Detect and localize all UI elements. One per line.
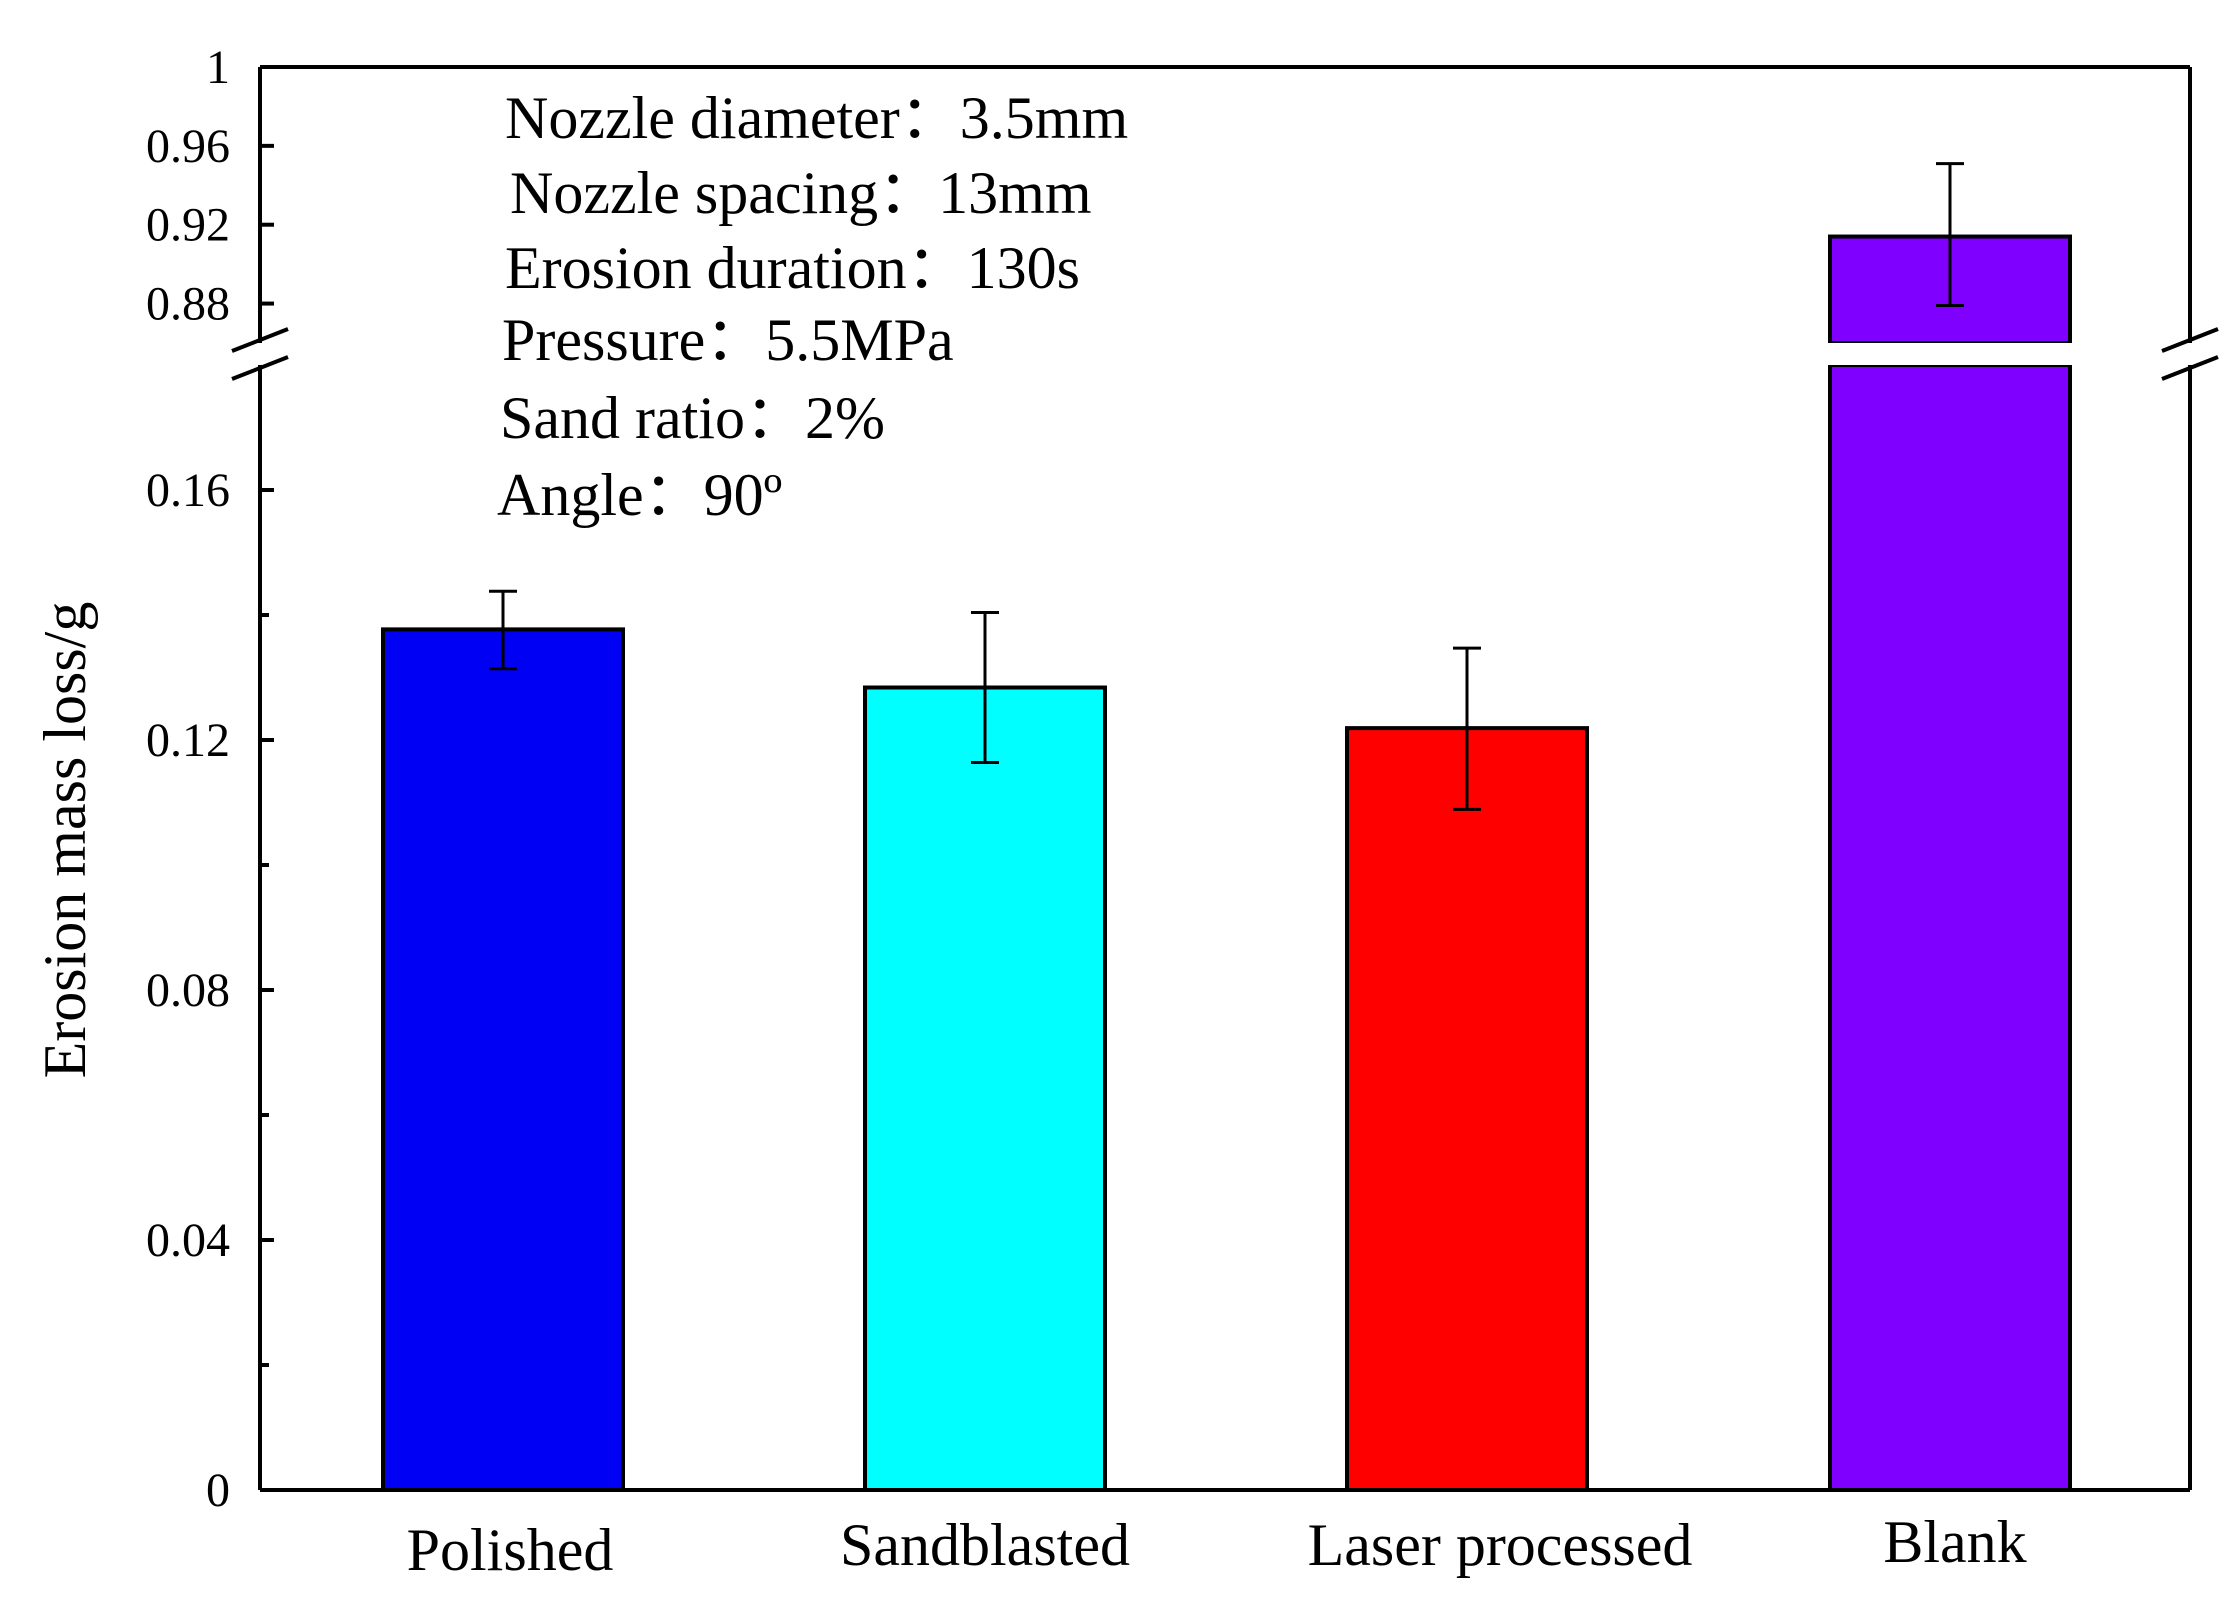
break-mark-upper bbox=[231, 327, 289, 353]
annotation-nozzle-diameter: Nozzle diameter：3.5mm bbox=[505, 85, 1128, 151]
x-label-blank: Blank bbox=[1883, 1509, 2026, 1575]
x-label-laser-processed: Laser processed bbox=[1308, 1512, 1693, 1578]
annotation-erosion-duration: Erosion duration：130s bbox=[505, 235, 1080, 301]
annotation-angle: Angle：90º bbox=[497, 462, 782, 528]
plot-frame bbox=[258, 65, 2192, 1492]
annotation-block: Nozzle diameter：3.5mm Nozzle spacing：13m… bbox=[497, 85, 1128, 528]
bar-polished bbox=[381, 627, 625, 1492]
x-category-labels: Polished Sandblasted Laser processed Bla… bbox=[407, 1509, 2027, 1583]
error-bar-sandblasted bbox=[971, 611, 999, 764]
axes-layer bbox=[231, 65, 2219, 1492]
axis-break-left bbox=[231, 327, 289, 381]
break-mark-lower bbox=[2161, 355, 2219, 381]
y-tick-label: 0.88 bbox=[146, 278, 230, 331]
axis-break-right bbox=[2161, 327, 2219, 381]
error-bars-layer bbox=[489, 162, 1964, 811]
ticks-layer: 0 0.04 0.08 0.12 0.16 0.88 0.92 0.96 1 bbox=[146, 41, 274, 1517]
y-tick-label: 0.12 bbox=[146, 714, 230, 767]
error-bar-laser-processed bbox=[1453, 646, 1481, 811]
annotation-sand-ratio: Sand ratio：2% bbox=[500, 385, 885, 451]
annotation-pressure: Pressure：5.5MPa bbox=[502, 307, 954, 373]
error-bar-blank bbox=[1936, 162, 1964, 308]
bar-laser-processed bbox=[1345, 726, 1589, 1492]
y-axis-title: Erosion mass loss/g bbox=[32, 602, 98, 1079]
break-mark-upper bbox=[2161, 327, 2219, 353]
annotation-nozzle-spacing: Nozzle spacing：13mm bbox=[510, 160, 1092, 226]
x-label-polished: Polished bbox=[407, 1517, 614, 1583]
bar-lower-segment bbox=[1828, 363, 2072, 1492]
y-tick-label: 1 bbox=[206, 41, 230, 94]
y-tick-label: 0.08 bbox=[146, 964, 230, 1017]
y-tick-label: 0.16 bbox=[146, 464, 230, 517]
error-bar-polished bbox=[489, 589, 517, 671]
y-tick-label: 0 bbox=[206, 1464, 230, 1517]
bar-sandblasted bbox=[863, 685, 1107, 1492]
bar-break-gap bbox=[1828, 343, 2072, 365]
break-mark-lower bbox=[231, 355, 289, 381]
y-tick-label: 0.96 bbox=[146, 120, 230, 173]
bar-blank bbox=[1828, 234, 2072, 1492]
y-tick-label: 0.92 bbox=[146, 199, 230, 252]
y-tick-label: 0.04 bbox=[146, 1214, 230, 1267]
x-label-sandblasted: Sandblasted bbox=[840, 1512, 1130, 1578]
